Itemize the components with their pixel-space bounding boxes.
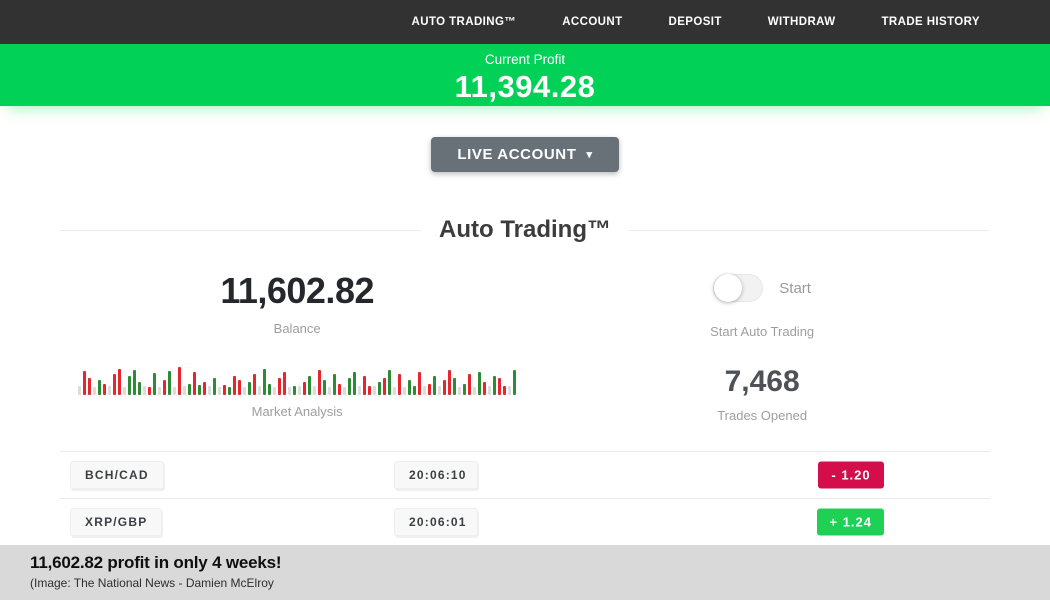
nav-item-withdraw[interactable]: WITHDRAW xyxy=(767,16,836,28)
heading-rule-right xyxy=(629,229,991,231)
balance-label: Balance xyxy=(273,321,321,336)
live-account-label: LIVE ACCOUNT xyxy=(457,146,577,163)
nav-item-trade-history[interactable]: TRADE HISTORY xyxy=(881,16,980,28)
account-selector-row: LIVE ACCOUNT ▾ xyxy=(0,137,1050,172)
toggle-line: Start xyxy=(534,274,990,302)
nav-item-auto-trading[interactable]: AUTO TRADING™ xyxy=(411,16,517,28)
start-auto-trading-label: Start Auto Trading xyxy=(710,324,815,339)
balance-stat: 11,602.82 Balance xyxy=(60,270,534,339)
market-analysis-label: Market Analysis xyxy=(251,404,343,419)
market-analysis-stat: Market Analysis xyxy=(60,365,534,423)
caption-credit: (Image: The National News - Damien McElr… xyxy=(30,576,274,590)
live-account-dropdown-button[interactable]: LIVE ACCOUNT ▾ xyxy=(431,137,619,172)
page-title: Auto Trading™ xyxy=(439,216,611,243)
image-caption-bar: 11,602.82 profit in only 4 weeks! (Image… xyxy=(0,545,1050,600)
section-heading: Auto Trading™ xyxy=(60,216,991,244)
trade-time-pill: 20:06:01 xyxy=(394,508,478,536)
stats-row-2: Market Analysis 7,468 Trades Opened xyxy=(60,365,990,423)
trade-pair-pill: XRP/GBP xyxy=(70,508,163,536)
trades-opened-label: Trades Opened xyxy=(717,408,808,423)
auto-trading-toggle[interactable] xyxy=(713,274,764,302)
nav-item-account[interactable]: ACCOUNT xyxy=(562,16,623,28)
trade-pair-pill: BCH/CAD xyxy=(70,461,164,489)
current-profit-value: 11,394.28 xyxy=(454,69,596,104)
current-profit-label: Current Profit xyxy=(484,52,566,67)
toggle-knob xyxy=(714,274,743,302)
trade-change-badge: - 1.20 xyxy=(818,461,884,489)
top-nav: AUTO TRADING™ ACCOUNT DEPOSIT WITHDRAW T… xyxy=(0,0,1050,44)
table-row: BCH/CAD 20:06:10 - 1.20 xyxy=(60,452,990,499)
trade-change-badge: + 1.24 xyxy=(817,508,884,536)
balance-value: 11,602.82 xyxy=(220,270,374,311)
market-analysis-chart xyxy=(60,365,534,395)
profit-banner: Current Profit 11,394.28 xyxy=(0,44,1050,106)
toggle-start-word: Start xyxy=(779,279,811,297)
caption-title: 11,602.82 profit in only 4 weeks! xyxy=(30,553,282,572)
stats-panel: 11,602.82 Balance Start Start Auto Tradi… xyxy=(60,270,990,423)
heading-rule-left xyxy=(60,229,422,231)
chevron-down-icon: ▾ xyxy=(586,149,593,161)
stats-row-1: 11,602.82 Balance Start Start Auto Tradi… xyxy=(60,270,990,339)
trades-opened-value: 7,468 xyxy=(724,365,800,398)
nav-item-deposit[interactable]: DEPOSIT xyxy=(668,16,722,28)
auto-trading-stat: Start Start Auto Trading xyxy=(534,270,990,339)
trades-opened-stat: 7,468 Trades Opened xyxy=(534,365,990,423)
table-row: XRP/GBP 20:06:01 + 1.24 xyxy=(60,499,990,546)
open-trades-table: BCH/CAD 20:06:10 - 1.20 XRP/GBP 20:06:01… xyxy=(60,451,990,546)
trade-time-pill: 20:06:10 xyxy=(394,461,478,489)
